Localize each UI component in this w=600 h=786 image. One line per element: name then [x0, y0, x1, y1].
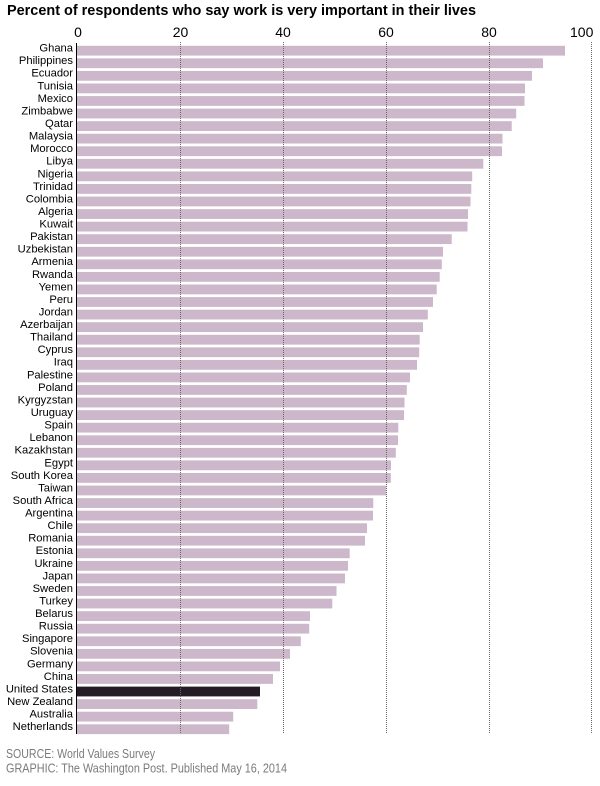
svg-text:Uzbekistan: Uzbekistan: [18, 244, 73, 256]
svg-text:100: 100: [570, 24, 594, 40]
svg-text:20: 20: [173, 24, 189, 40]
svg-text:Malaysia: Malaysia: [29, 131, 74, 143]
svg-text:Russia: Russia: [39, 621, 74, 633]
svg-text:Azerbaijan: Azerbaijan: [20, 319, 73, 331]
svg-text:Germany: Germany: [27, 658, 73, 670]
svg-text:Thailand: Thailand: [30, 332, 73, 344]
svg-text:SOURCE: World Values Survey: SOURCE: World Values Survey: [6, 747, 156, 761]
svg-text:Algeria: Algeria: [38, 206, 74, 218]
svg-text:Kyrgyzstan: Kyrgyzstan: [18, 394, 73, 406]
svg-text:Philippines: Philippines: [19, 55, 74, 67]
svg-text:Belarus: Belarus: [35, 608, 73, 620]
svg-text:Egypt: Egypt: [44, 457, 73, 469]
svg-text:Percent of respondents who say: Percent of respondents who say work is v…: [7, 2, 476, 19]
svg-text:Lebanon: Lebanon: [29, 432, 73, 444]
svg-text:Japan: Japan: [43, 570, 73, 582]
svg-text:Sweden: Sweden: [33, 583, 73, 595]
svg-text:Trinidad: Trinidad: [33, 181, 73, 193]
svg-text:Poland: Poland: [38, 382, 73, 394]
svg-text:Chile: Chile: [48, 520, 74, 532]
svg-text:40: 40: [275, 24, 291, 40]
svg-text:Turkey: Turkey: [39, 595, 73, 607]
svg-text:Pakistan: Pakistan: [30, 231, 73, 243]
svg-text:Morocco: Morocco: [30, 143, 73, 155]
svg-text:Singapore: Singapore: [22, 633, 73, 645]
svg-text:South Korea: South Korea: [11, 470, 74, 482]
svg-text:South Africa: South Africa: [13, 495, 74, 507]
svg-text:Colombia: Colombia: [26, 193, 74, 205]
svg-text:0: 0: [74, 24, 82, 40]
svg-text:Ecuador: Ecuador: [31, 68, 73, 80]
svg-text:Palestine: Palestine: [27, 369, 73, 381]
svg-text:Australia: Australia: [29, 709, 73, 721]
svg-text:Uruguay: Uruguay: [31, 407, 74, 419]
svg-text:Qatar: Qatar: [45, 118, 73, 130]
svg-text:United States: United States: [6, 683, 74, 695]
svg-text:Zimbabwe: Zimbabwe: [21, 105, 73, 117]
svg-text:Peru: Peru: [49, 294, 73, 306]
svg-text:Armenia: Armenia: [31, 256, 73, 268]
svg-text:Ghana: Ghana: [39, 43, 73, 55]
svg-text:GRAPHIC: The Washington Post.: GRAPHIC: The Washington Post. Published …: [6, 762, 287, 776]
svg-text:80: 80: [481, 24, 497, 40]
svg-text:China: China: [44, 671, 74, 683]
svg-text:Iraq: Iraq: [54, 357, 73, 369]
svg-text:Romania: Romania: [28, 533, 74, 545]
svg-text:Jordan: Jordan: [39, 306, 73, 318]
svg-text:Mexico: Mexico: [38, 93, 73, 105]
svg-text:Taiwan: Taiwan: [38, 482, 73, 494]
svg-text:Kuwait: Kuwait: [39, 219, 73, 231]
svg-text:Estonia: Estonia: [36, 545, 74, 557]
svg-text:New Zealand: New Zealand: [7, 696, 73, 708]
svg-text:Kazakhstan: Kazakhstan: [15, 445, 73, 457]
svg-text:Cyprus: Cyprus: [38, 344, 74, 356]
svg-text:Argentina: Argentina: [25, 508, 74, 520]
svg-text:Nigeria: Nigeria: [38, 168, 74, 180]
svg-text:Yemen: Yemen: [39, 281, 73, 293]
svg-text:Spain: Spain: [44, 420, 73, 432]
svg-text:Netherlands: Netherlands: [13, 721, 74, 733]
svg-text:Libya: Libya: [46, 156, 74, 168]
svg-text:Tunisia: Tunisia: [37, 80, 73, 92]
svg-text:Slovenia: Slovenia: [30, 646, 74, 658]
svg-text:60: 60: [378, 24, 394, 40]
svg-text:Ukraine: Ukraine: [34, 558, 73, 570]
svg-text:Rwanda: Rwanda: [32, 269, 74, 281]
